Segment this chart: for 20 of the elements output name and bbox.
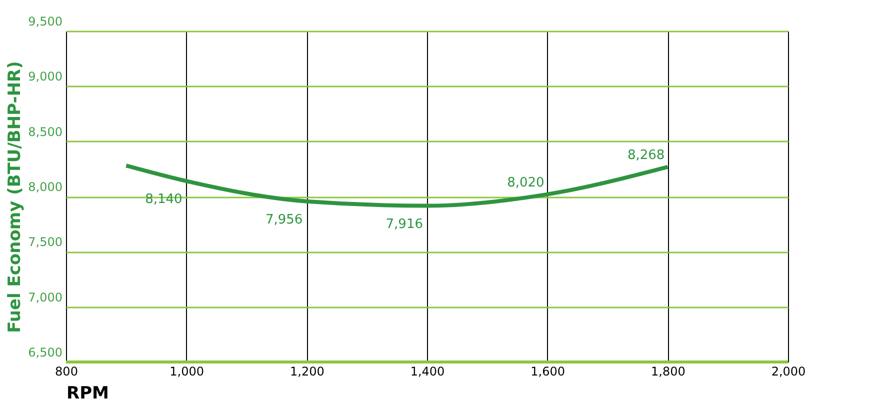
x-tick-label: 1,600: [530, 364, 566, 378]
data-label: 8,020: [507, 175, 544, 190]
y-tick-label: 7,500: [28, 235, 62, 250]
y-tick-label: 9,500: [28, 14, 62, 28]
data-label: 8,268: [627, 148, 665, 163]
x-tick-label: 2,000: [771, 364, 806, 378]
y-tick-label: 8,500: [28, 124, 62, 139]
x-tick-label: 1,400: [410, 364, 445, 378]
y-tick-label: 6,500: [28, 346, 62, 360]
y-tick-label: 8,000: [28, 180, 62, 194]
x-tick-label: 1,000: [170, 364, 204, 378]
y-tick-label: 7,000: [28, 290, 62, 304]
data-label: 7,916: [386, 216, 423, 232]
y-axis-title: Fuel Economy (BTU/BHP-HR): [5, 61, 26, 333]
x-tick-label: 1,200: [290, 364, 324, 378]
x-tick-label: 1,800: [650, 364, 686, 378]
x-axis-title: RPM: [66, 384, 109, 404]
y-tick-label: 9,000: [28, 70, 62, 84]
data-label: 7,956: [265, 212, 303, 228]
x-tick-label: 800: [55, 364, 78, 378]
